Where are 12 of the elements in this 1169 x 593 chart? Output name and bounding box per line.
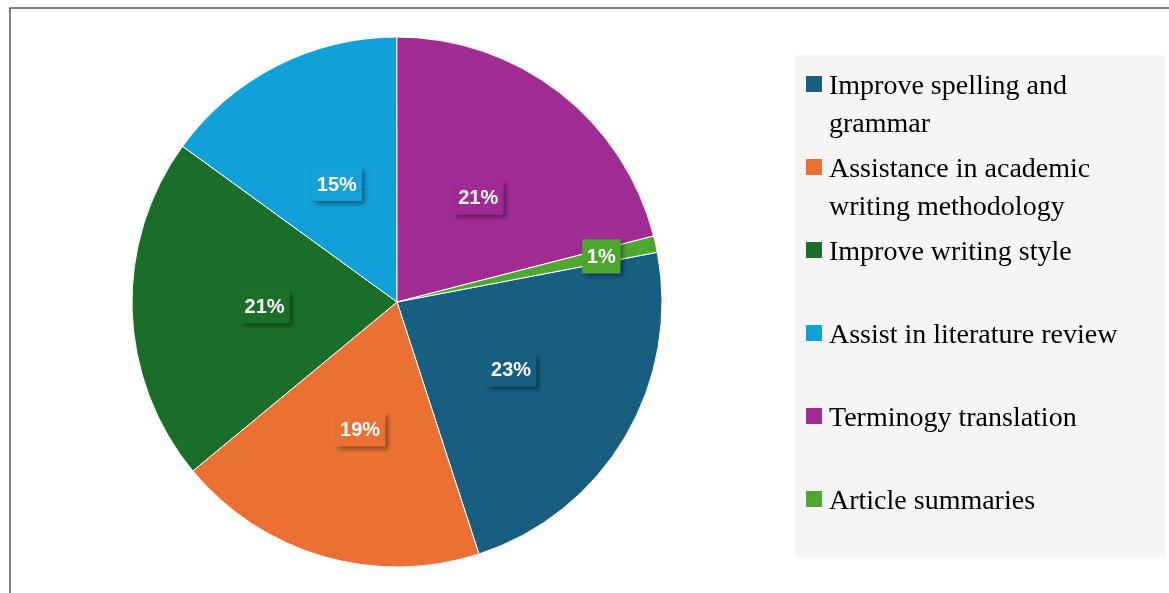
data-label: 23% [491, 358, 532, 381]
data-label: 21% [458, 186, 499, 209]
data-label: 19% [340, 418, 381, 441]
legend-label: Improve writing style [829, 235, 1072, 266]
legend-label: Improve spelling and grammar [829, 69, 1067, 138]
data-label: 1% [586, 245, 616, 268]
legend-label: Assistance in academic writing methodology [829, 152, 1091, 221]
legend-label: Terminogy translation [829, 401, 1077, 432]
data-label: 15% [316, 172, 358, 195]
data-label: 21% [244, 295, 285, 318]
legend-label: Assist in literature review [829, 318, 1119, 349]
legend-label: Article summaries [829, 484, 1036, 515]
